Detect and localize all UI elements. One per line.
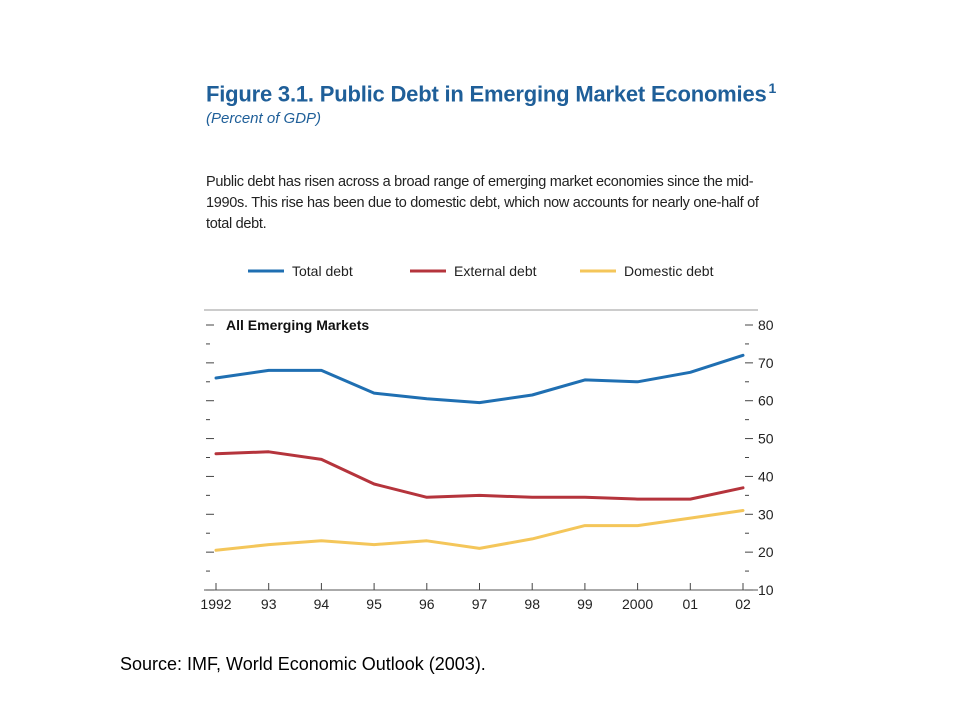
x-tick-label: 93 [261, 596, 277, 612]
x-tick-label: 96 [419, 596, 435, 612]
y-tick-label: 30 [758, 506, 774, 522]
legend-label-3: Domestic debt [624, 263, 714, 279]
y-tick-label: 80 [758, 317, 774, 333]
y-tick-label: 60 [758, 393, 774, 409]
figure-title: Figure 3.1. Public Debt in Emerging Mark… [206, 80, 776, 107]
panel-title: All Emerging Markets [226, 317, 369, 333]
source-note: Source: IMF, World Economic Outlook (200… [120, 654, 486, 674]
x-tick-label: 97 [472, 596, 488, 612]
figure-subtitle: (Percent of GDP) [206, 110, 322, 127]
x-tick-label: 94 [314, 596, 330, 612]
x-tick-label: 95 [366, 596, 382, 612]
legend-label-1: Total debt [292, 263, 353, 279]
figure-title-text: Public Debt in Emerging Market Economies [319, 81, 767, 107]
x-tick-label: 99 [577, 596, 593, 612]
x-tick-label: 2000 [622, 596, 653, 612]
x-tick-label: 01 [683, 596, 699, 612]
x-tick-label: 02 [735, 596, 751, 612]
series-line-total-debt [214, 353, 745, 405]
figure-label: Figure 3.1. [206, 81, 314, 107]
x-tick-label: 98 [524, 596, 540, 612]
legend-label-2: External debt [454, 263, 537, 279]
y-tick-label: 20 [758, 544, 774, 560]
y-tick-label: 50 [758, 431, 774, 447]
series-line-external-debt [214, 450, 745, 501]
figure-footnote-mark: 1 [768, 80, 777, 96]
figure-description: Public debt has risen across a broad ran… [206, 174, 759, 232]
y-tick-label: 10 [758, 582, 774, 598]
x-tick-label: 1992 [200, 596, 231, 612]
series-line-domestic-debt [214, 509, 745, 552]
y-tick-label: 70 [758, 355, 774, 371]
y-tick-label: 40 [758, 468, 774, 484]
